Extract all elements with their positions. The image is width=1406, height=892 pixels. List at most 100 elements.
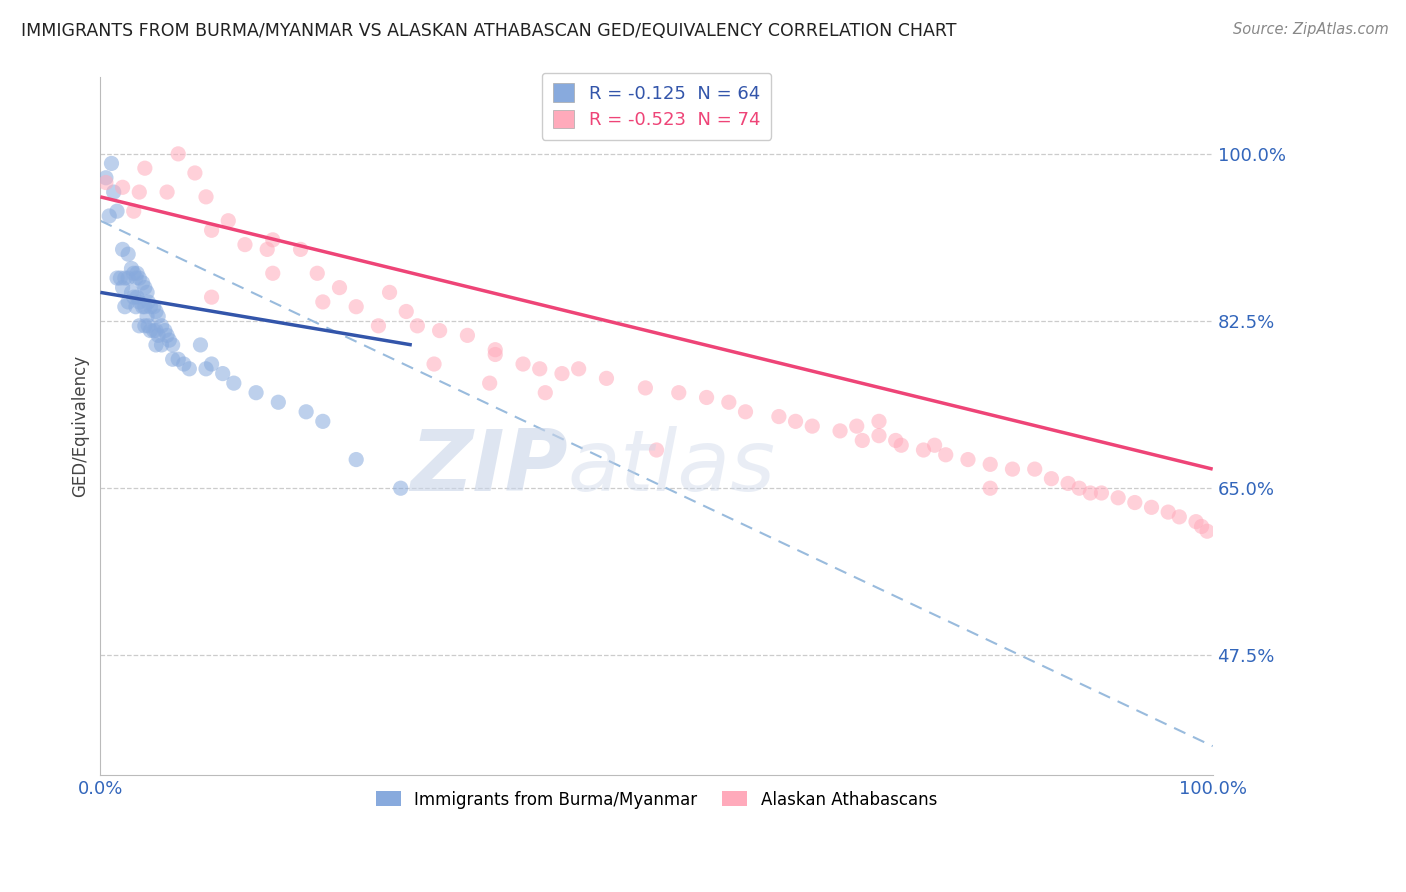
Point [173, 357, 195, 371]
Point [98, 209, 121, 223]
Point [94, 170, 117, 185]
Point [114, 300, 136, 314]
Point [156, 185, 179, 199]
Point [167, 352, 190, 367]
Point [162, 338, 184, 352]
Point [136, 318, 159, 333]
Point [121, 285, 143, 300]
Point [668, 385, 690, 400]
Point [868, 428, 890, 442]
Point [100, 156, 122, 170]
Point [122, 290, 145, 304]
Point [125, 266, 148, 280]
Point [312, 414, 335, 428]
Point [845, 419, 868, 434]
Point [1107, 491, 1129, 505]
Point [912, 442, 935, 457]
Point [801, 419, 824, 434]
Point [122, 204, 145, 219]
Point [484, 343, 506, 357]
Point [105, 271, 128, 285]
Point [395, 304, 418, 318]
Point [1197, 524, 1219, 539]
Point [200, 357, 222, 371]
Point [295, 405, 318, 419]
Point [890, 438, 912, 452]
Point [956, 452, 979, 467]
Point [184, 166, 207, 180]
Point [139, 324, 162, 338]
Y-axis label: GED/Equivalency: GED/Equivalency [72, 355, 89, 497]
Point [1140, 500, 1163, 515]
Point [328, 280, 350, 294]
Point [136, 294, 159, 309]
Point [696, 391, 718, 405]
Point [1001, 462, 1024, 476]
Point [256, 243, 278, 257]
Point [111, 180, 134, 194]
Point [1024, 462, 1046, 476]
Point [128, 318, 150, 333]
Point [935, 448, 957, 462]
Point [145, 304, 167, 318]
Point [1078, 486, 1101, 500]
Point [1040, 472, 1063, 486]
Point [1168, 509, 1191, 524]
Point [117, 247, 139, 261]
Point [406, 318, 429, 333]
Point [484, 347, 506, 361]
Point [429, 324, 451, 338]
Point [167, 146, 190, 161]
Point [1069, 481, 1091, 495]
Point [233, 237, 256, 252]
Text: atlas: atlas [568, 426, 776, 509]
Legend: Immigrants from Burma/Myanmar, Alaskan Athabascans: Immigrants from Burma/Myanmar, Alaskan A… [370, 784, 943, 815]
Point [111, 280, 134, 294]
Point [136, 310, 159, 324]
Point [94, 176, 117, 190]
Point [307, 266, 329, 280]
Point [142, 300, 165, 314]
Point [785, 414, 807, 428]
Point [222, 376, 245, 391]
Point [157, 333, 180, 347]
Point [125, 271, 148, 285]
Point [128, 271, 150, 285]
Point [868, 414, 890, 428]
Point [105, 204, 128, 219]
Point [134, 300, 156, 314]
Point [851, 434, 873, 448]
Point [114, 271, 136, 285]
Point [1157, 505, 1180, 519]
Point [478, 376, 501, 391]
Point [344, 300, 367, 314]
Point [150, 338, 173, 352]
Point [312, 294, 335, 309]
Point [551, 367, 574, 381]
Point [1057, 476, 1080, 491]
Point [117, 294, 139, 309]
Point [367, 318, 389, 333]
Point [734, 405, 756, 419]
Point [148, 310, 170, 324]
Point [595, 371, 617, 385]
Point [139, 300, 162, 314]
Point [512, 357, 534, 371]
Point [125, 290, 148, 304]
Text: Source: ZipAtlas.com: Source: ZipAtlas.com [1233, 22, 1389, 37]
Point [828, 424, 851, 438]
Point [134, 161, 156, 176]
Point [128, 294, 150, 309]
Point [717, 395, 740, 409]
Point [131, 300, 153, 314]
Point [262, 266, 284, 280]
Point [134, 280, 156, 294]
Point [217, 213, 239, 227]
Point [200, 290, 222, 304]
Point [456, 328, 478, 343]
Point [121, 261, 143, 276]
Point [344, 452, 367, 467]
Point [111, 243, 134, 257]
Point [125, 300, 148, 314]
Point [979, 458, 1001, 472]
